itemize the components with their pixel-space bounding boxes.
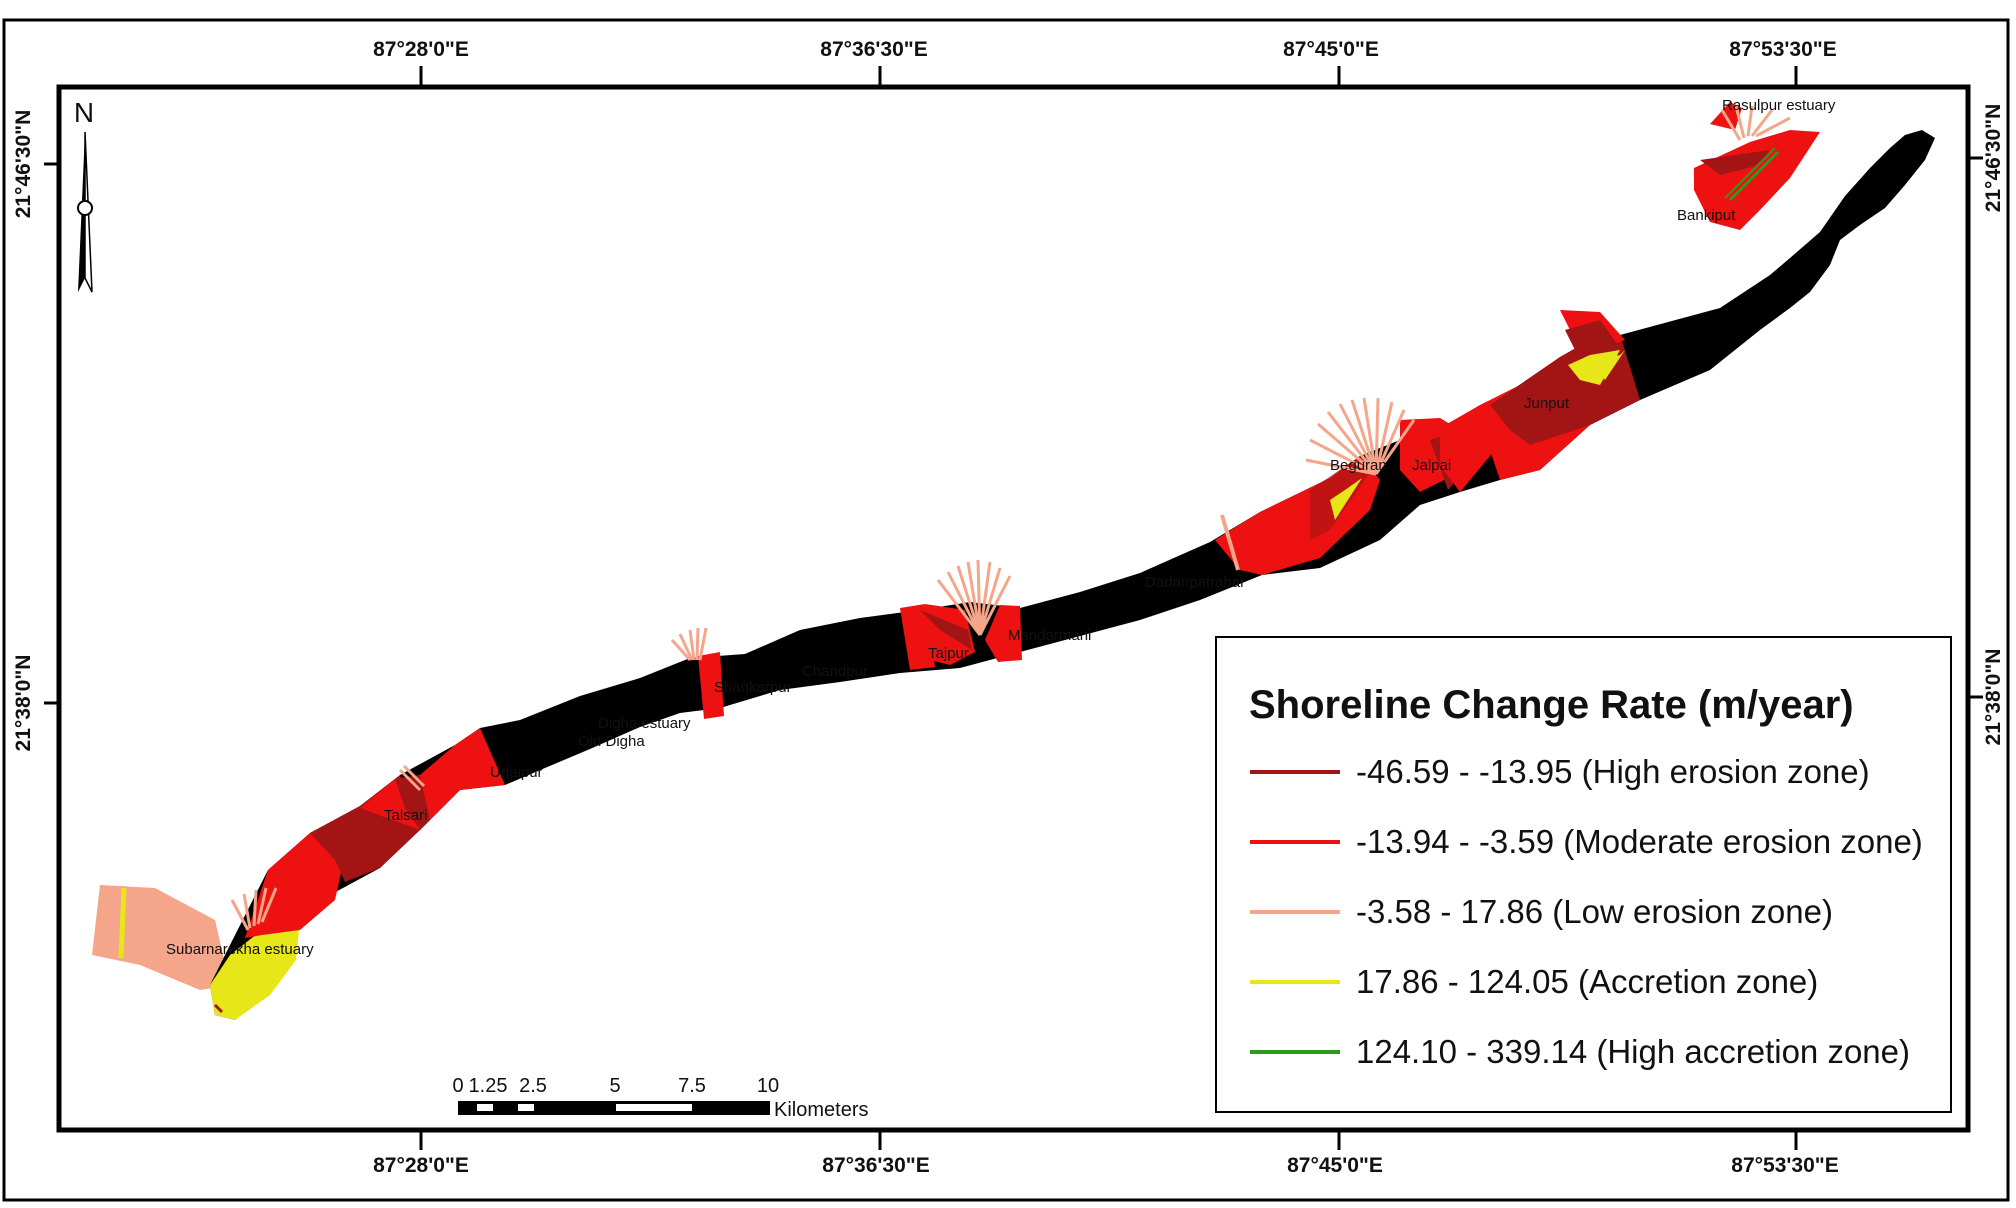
place-label: Mandarmani <box>1008 627 1091 644</box>
legend-title: Shoreline Change Rate (m/year) <box>1249 683 1854 727</box>
scale-tick-label: 7.5 <box>678 1075 706 1097</box>
legend-label: -13.94 - -3.59 (Moderate erosion zone) <box>1356 823 1923 860</box>
scale-tick-label: 1.25 <box>469 1075 508 1097</box>
outer-frame <box>2 18 2010 1202</box>
coord-left-2: 21°38'0"N <box>12 655 35 752</box>
scale-tick-label: 5 <box>609 1075 620 1097</box>
scale-unit: Kilometers <box>774 1099 868 1121</box>
place-labels: Rasulpur estuary Bankiput Junput Jalpai … <box>166 97 1836 958</box>
place-label: Chandpur <box>802 663 868 680</box>
place-label: Udaipur <box>490 764 543 781</box>
scale-bar: 0 1.25 2.5 5 7.5 10 Kilometers <box>452 1075 868 1121</box>
legend-box <box>1215 636 1952 1113</box>
north-arrow-icon: N <box>74 97 94 293</box>
coord-right-1: 21°46'30"N <box>1982 104 2005 213</box>
north-label: N <box>74 97 94 128</box>
place-label: Jalpai <box>1412 457 1451 474</box>
legend-label: -46.59 - -13.95 (High erosion zone) <box>1356 753 1870 790</box>
change-zones <box>210 102 1820 1020</box>
coord-top-3: 87°45'0"E <box>1283 38 1379 61</box>
place-label: Junput <box>1524 395 1570 412</box>
legend-label: 124.10 - 339.14 (High accretion zone) <box>1356 1033 1910 1070</box>
coastline-band <box>92 130 1935 1020</box>
place-label: Beguran <box>1330 457 1387 474</box>
place-label: Shankarpur <box>714 679 792 696</box>
coord-bottom-2: 87°36'30"E <box>822 1154 929 1177</box>
graticule-ticks <box>44 66 1983 1150</box>
coord-left-1: 21°46'30"N <box>12 110 35 219</box>
coord-bottom-3: 87°45'0"E <box>1287 1154 1383 1177</box>
scale-tick-label: 2.5 <box>519 1075 547 1097</box>
place-label: Subarnarekha estuary <box>166 941 314 958</box>
transect-fans <box>230 105 1791 931</box>
place-label: Tajpur <box>928 645 969 662</box>
place-label: Rasulpur estuary <box>1722 97 1836 114</box>
coord-right-2: 21°38'0"N <box>1982 649 2005 746</box>
place-label: Old Digha <box>578 733 645 750</box>
beguran-accretion <box>1330 478 1362 520</box>
coord-bottom-4: 87°53'30"E <box>1731 1154 1838 1177</box>
coord-bottom-1: 87°28'0"E <box>373 1154 469 1177</box>
legend-label: -3.58 - 17.86 (Low erosion zone) <box>1356 893 1833 930</box>
coord-top-2: 87°36'30"E <box>820 38 927 61</box>
place-label: Talsari <box>384 807 427 824</box>
coord-top-1: 87°28'0"E <box>373 38 469 61</box>
place-label: Bankiput <box>1677 207 1736 224</box>
scale-tick-label: 10 <box>757 1075 779 1097</box>
coord-top-4: 87°53'30"E <box>1729 38 1836 61</box>
place-label: Digha estuary <box>598 715 691 732</box>
scale-tick-label: 0 <box>452 1075 463 1097</box>
place-label: Dadanpatrabar <box>1145 574 1245 591</box>
legend: Shoreline Change Rate (m/year) -46.59 - … <box>1215 636 1952 1113</box>
legend-label: 17.86 - 124.05 (Accretion zone) <box>1356 963 1818 1000</box>
